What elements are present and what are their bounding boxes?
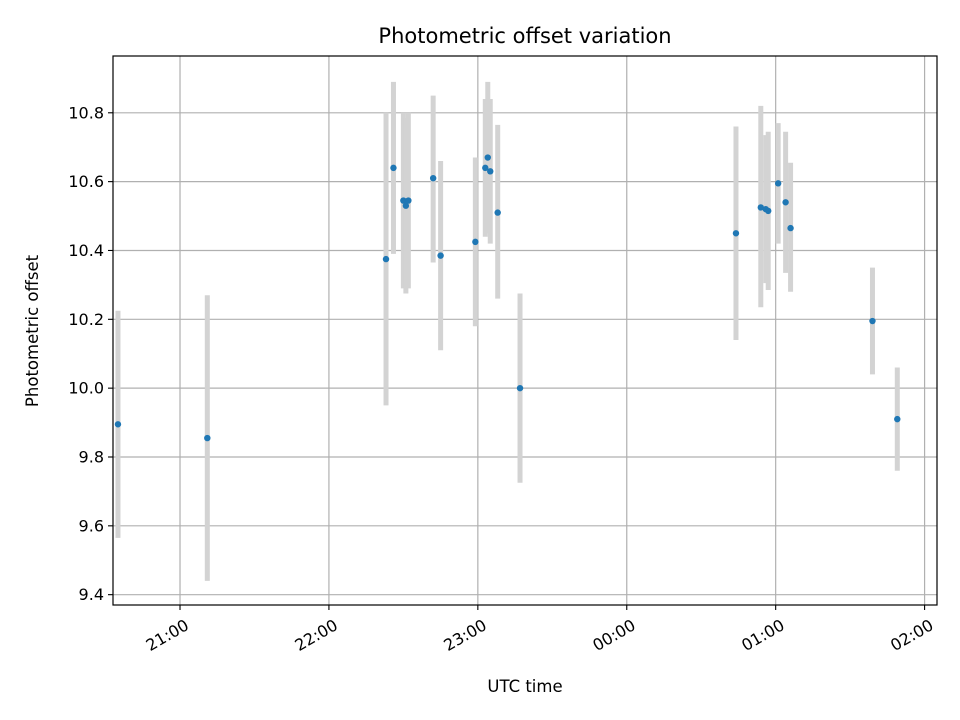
data-point [487,168,494,175]
data-point [787,224,794,232]
y-tick-label: 9.4 [79,585,104,604]
data-point [765,207,772,215]
data-point [382,255,390,263]
data-point [390,164,397,172]
data-point [732,230,740,237]
data-point [782,199,789,206]
grid [113,56,937,605]
y-tick-label: 10.0 [68,379,104,398]
data-point [114,421,122,428]
data-point [472,238,479,246]
data-point [869,317,876,325]
data-point [894,415,901,423]
data-point [494,209,501,216]
plot-frame [112,55,938,606]
y-axis-ticks: 9.4 9.6 9.8 10.0 10.2 10.4 10.6 10.8 [68,103,113,604]
y-tick-label: 9.6 [79,516,104,535]
data-point [429,174,437,182]
y-tick-label: 10.8 [68,103,104,122]
data-point [400,197,407,204]
data-point [516,384,524,392]
y-tick-label: 9.8 [79,447,104,466]
chart-title: Photometric offset variation [378,24,671,48]
data-point [482,164,489,172]
data-point [437,252,444,259]
data-point [757,204,764,211]
x-axis-label: UTC time [487,677,562,696]
data-point [484,154,491,161]
y-axis-label: Photometric offset [23,254,42,407]
y-tick-label: 10.4 [68,241,104,260]
y-tick-label: 10.6 [68,172,104,191]
data-point [774,180,782,187]
data-point [405,197,412,204]
data-point [204,434,211,442]
y-tick-label: 10.2 [68,310,104,329]
data-points [114,154,901,442]
data-point [402,202,410,209]
